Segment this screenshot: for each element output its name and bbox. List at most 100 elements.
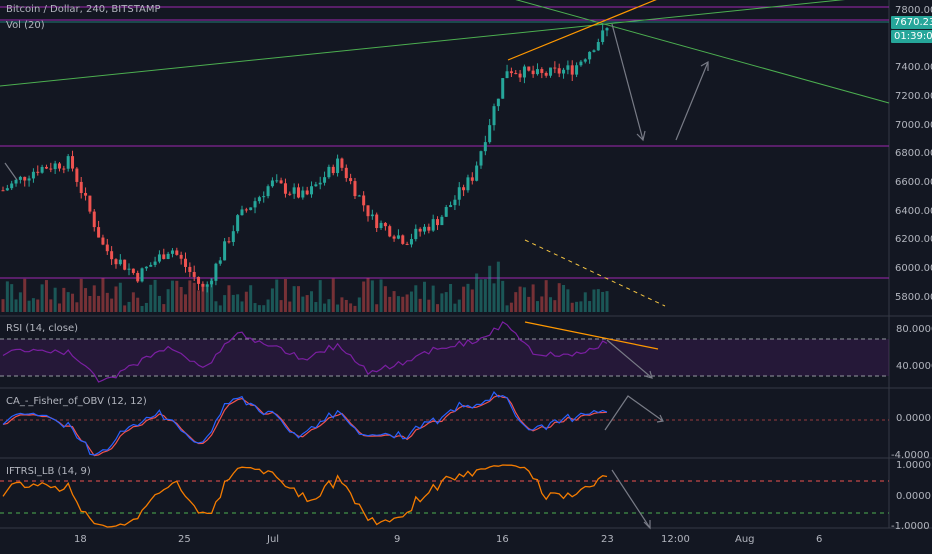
candle-body[interactable] xyxy=(49,168,53,170)
candle-body[interactable] xyxy=(479,151,483,166)
fisher-arrows[interactable] xyxy=(604,395,664,431)
candle-body[interactable] xyxy=(270,180,274,187)
candle-body[interactable] xyxy=(514,73,518,75)
projection-arrows[interactable] xyxy=(4,23,709,530)
candle-body[interactable] xyxy=(492,106,496,126)
candle-body[interactable] xyxy=(362,195,366,206)
candle-body[interactable] xyxy=(318,182,322,185)
rsi-label[interactable]: RSI (14, close) xyxy=(6,323,79,334)
candle-body[interactable] xyxy=(588,51,592,60)
candle-body[interactable] xyxy=(179,254,183,259)
candle-body[interactable] xyxy=(509,71,513,74)
candle-body[interactable] xyxy=(210,280,214,285)
volume-dashed-trendline[interactable] xyxy=(524,239,666,307)
candle-body[interactable] xyxy=(66,156,70,169)
candle-body[interactable] xyxy=(531,70,535,75)
candle-body[interactable] xyxy=(592,50,596,52)
candle-body[interactable] xyxy=(79,181,83,193)
candle-body[interactable] xyxy=(449,205,453,208)
candle-body[interactable] xyxy=(131,268,135,273)
price-candles[interactable] xyxy=(1,24,609,293)
left-arrow[interactable] xyxy=(4,162,18,181)
up-arrow-line[interactable] xyxy=(675,61,709,141)
volume-label[interactable]: Vol (20) xyxy=(6,20,45,31)
candle-body[interactable] xyxy=(457,187,461,200)
rsi-divergence-line[interactable] xyxy=(524,321,659,350)
candle-body[interactable] xyxy=(84,192,88,196)
candle-body[interactable] xyxy=(162,254,166,259)
candle-body[interactable] xyxy=(223,241,227,261)
candle-body[interactable] xyxy=(110,251,114,260)
candle-body[interactable] xyxy=(118,259,122,265)
down-arrow-head[interactable] xyxy=(636,130,646,142)
candle-body[interactable] xyxy=(462,187,466,191)
candle-body[interactable] xyxy=(453,199,457,206)
candle-body[interactable] xyxy=(470,177,474,181)
candle-body[interactable] xyxy=(570,65,574,75)
candle-body[interactable] xyxy=(501,78,505,99)
candle-body[interactable] xyxy=(253,201,257,208)
candle-body[interactable] xyxy=(535,69,539,75)
candle-body[interactable] xyxy=(370,214,374,217)
candle-body[interactable] xyxy=(444,207,448,217)
green-trendline-ascending[interactable] xyxy=(0,0,889,87)
candle-body[interactable] xyxy=(1,190,5,192)
candle-body[interactable] xyxy=(27,178,31,181)
candle-body[interactable] xyxy=(301,190,305,198)
candle-body[interactable] xyxy=(153,261,157,265)
down-arrow-line[interactable] xyxy=(611,23,644,141)
candle-body[interactable] xyxy=(88,195,92,212)
candle-body[interactable] xyxy=(36,171,40,173)
candle-body[interactable] xyxy=(75,168,79,182)
candle-body[interactable] xyxy=(231,231,235,243)
iftrsi-label[interactable]: IFTRSI_LB (14, 9) xyxy=(6,466,91,477)
candle-body[interactable] xyxy=(62,168,66,170)
candle-body[interactable] xyxy=(383,222,387,227)
candle-body[interactable] xyxy=(392,236,396,239)
candle-body[interactable] xyxy=(353,181,357,197)
candle-body[interactable] xyxy=(140,268,144,282)
candle-body[interactable] xyxy=(331,166,335,174)
candle-body[interactable] xyxy=(184,258,188,267)
candle-body[interactable] xyxy=(205,284,209,287)
candle-body[interactable] xyxy=(101,237,105,245)
iftrsi-arrow[interactable] xyxy=(611,469,651,529)
candle-body[interactable] xyxy=(192,271,196,277)
candle-body[interactable] xyxy=(227,241,231,243)
candle-body[interactable] xyxy=(431,219,435,231)
candle-body[interactable] xyxy=(414,228,418,240)
candle-body[interactable] xyxy=(396,235,400,239)
candle-body[interactable] xyxy=(440,216,444,226)
candle-body[interactable] xyxy=(53,163,57,170)
candle-body[interactable] xyxy=(18,176,22,180)
candle-body[interactable] xyxy=(418,228,422,232)
candle-body[interactable] xyxy=(114,259,118,265)
candle-body[interactable] xyxy=(544,72,548,76)
candle-body[interactable] xyxy=(218,260,222,264)
candle-body[interactable] xyxy=(44,166,48,169)
candle-body[interactable] xyxy=(579,61,583,66)
candle-body[interactable] xyxy=(257,197,261,202)
candle-body[interactable] xyxy=(144,266,148,269)
candle-body[interactable] xyxy=(549,67,553,76)
candle-body[interactable] xyxy=(262,196,266,198)
candle-body[interactable] xyxy=(505,71,509,79)
candle-body[interactable] xyxy=(605,28,609,31)
candle-body[interactable] xyxy=(170,250,174,254)
rsi-arrow-head[interactable] xyxy=(644,370,653,379)
candle-body[interactable] xyxy=(188,266,192,272)
candle-body[interactable] xyxy=(10,183,14,189)
symbol-title[interactable]: Bitcoin / Dollar, 240, BITSTAMP xyxy=(6,4,161,15)
candle-body[interactable] xyxy=(71,156,75,169)
candle-body[interactable] xyxy=(275,180,279,182)
candle-body[interactable] xyxy=(388,226,392,237)
iftrsi-arrow-head[interactable] xyxy=(643,520,651,530)
candle-body[interactable] xyxy=(127,268,131,270)
fisher-label[interactable]: CA_-_Fisher_of_OBV (12, 12) xyxy=(6,396,147,407)
candle-body[interactable] xyxy=(92,211,96,228)
candle-body[interactable] xyxy=(349,178,353,182)
candle-body[interactable] xyxy=(249,207,253,211)
candle-body[interactable] xyxy=(405,243,409,245)
